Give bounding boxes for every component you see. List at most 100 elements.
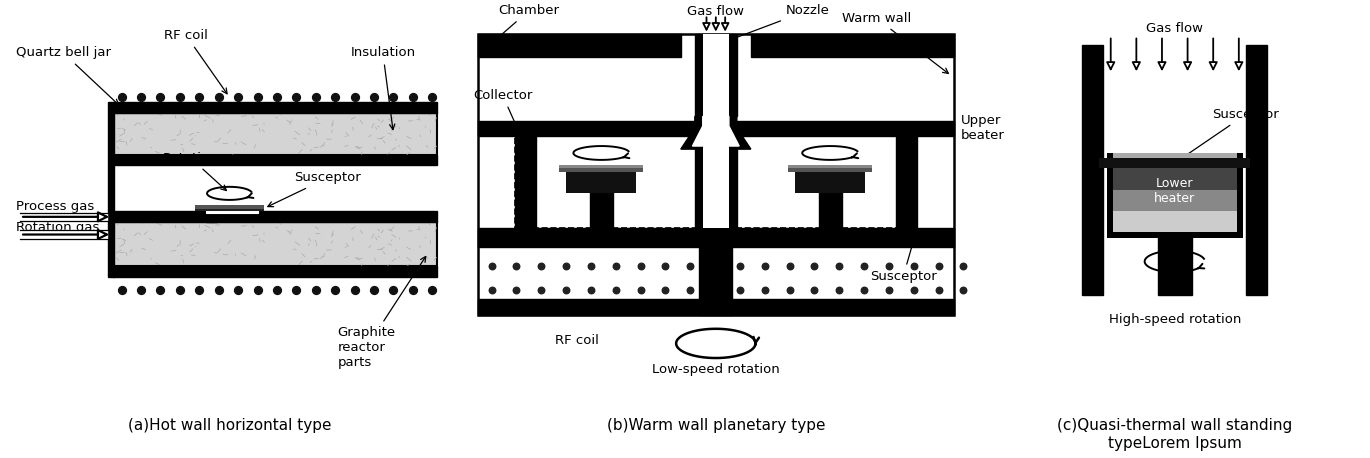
Point	[803, 286, 825, 293]
Point	[655, 286, 677, 293]
Point	[422, 286, 444, 293]
Text: Rotation: Rotation	[574, 126, 629, 140]
Bar	[112, 102, 437, 113]
Point	[285, 93, 307, 101]
Point	[555, 286, 577, 293]
Point	[111, 93, 133, 101]
Text: Susceptor: Susceptor	[1178, 108, 1280, 161]
Point	[530, 286, 552, 293]
Point	[401, 93, 423, 101]
Bar	[1082, 45, 1103, 295]
Bar	[589, 190, 614, 228]
Point	[382, 286, 404, 293]
Point	[481, 286, 503, 293]
Point	[952, 286, 974, 293]
Bar	[206, 206, 216, 222]
Point	[169, 93, 190, 101]
Point	[778, 263, 800, 270]
Text: Process gas: Process gas	[16, 200, 95, 213]
Bar	[1107, 153, 1243, 238]
Bar	[108, 102, 114, 277]
Bar	[112, 267, 437, 277]
Text: Graphite
reactor
parts: Graphite reactor parts	[337, 256, 426, 369]
Text: Warm wall: Warm wall	[843, 12, 948, 73]
Point	[778, 286, 800, 293]
Text: Lower
heater: Lower heater	[1154, 177, 1196, 206]
Bar	[478, 228, 954, 247]
Text: RF coil: RF coil	[164, 29, 227, 94]
Bar	[112, 222, 437, 267]
Text: Low-speed rotation: Low-speed rotation	[652, 363, 780, 376]
Point	[149, 93, 171, 101]
Bar	[112, 212, 437, 222]
Point	[630, 286, 652, 293]
Point	[247, 93, 269, 101]
Text: Quartz bell jar: Quartz bell jar	[16, 46, 119, 105]
Text: Rotation: Rotation	[804, 126, 860, 140]
Point	[803, 263, 825, 270]
Point	[704, 286, 726, 293]
Point	[604, 286, 626, 293]
Point	[266, 286, 288, 293]
Point	[130, 93, 152, 101]
Bar	[1158, 236, 1192, 295]
Point	[506, 263, 527, 270]
Point	[188, 93, 210, 101]
Point	[363, 286, 385, 293]
Point	[655, 263, 677, 270]
Point	[227, 93, 249, 101]
Point	[111, 286, 133, 293]
Bar	[515, 130, 536, 228]
Point	[530, 263, 552, 270]
Point	[580, 263, 601, 270]
Point	[363, 93, 385, 101]
Text: Gas flow: Gas flow	[688, 5, 744, 18]
Point	[285, 286, 307, 293]
Text: Nozzle: Nozzle	[719, 4, 830, 44]
Point	[854, 286, 875, 293]
Bar	[896, 130, 917, 228]
Point	[604, 263, 626, 270]
Bar	[1099, 158, 1249, 169]
Text: Insulation: Insulation	[351, 46, 415, 130]
Bar	[515, 130, 917, 228]
Point	[149, 286, 171, 293]
Bar	[206, 206, 258, 213]
Point	[304, 286, 327, 293]
Point	[580, 286, 601, 293]
Bar	[195, 205, 264, 212]
Point	[754, 286, 775, 293]
Text: Rotation: Rotation	[163, 152, 226, 191]
Bar	[795, 169, 866, 193]
Point	[829, 263, 851, 270]
Point	[130, 286, 152, 293]
Point	[952, 263, 974, 270]
Point	[481, 263, 503, 270]
Point	[854, 263, 875, 270]
Bar	[751, 34, 954, 57]
Point	[401, 286, 423, 293]
Bar	[703, 34, 729, 116]
Bar	[1112, 169, 1237, 190]
Text: Susceptor: Susceptor	[870, 234, 937, 283]
Point	[325, 286, 347, 293]
Point	[729, 263, 751, 270]
Point	[927, 286, 949, 293]
Polygon shape	[681, 116, 751, 149]
Point	[878, 286, 900, 293]
Bar	[703, 136, 729, 228]
Point	[208, 93, 230, 101]
Polygon shape	[692, 116, 740, 146]
Point	[304, 93, 327, 101]
Point	[266, 93, 288, 101]
Point	[325, 93, 347, 101]
Point	[704, 263, 726, 270]
Text: Susceptor: Susceptor	[267, 171, 360, 207]
Text: Upper
beater: Upper beater	[960, 114, 1006, 142]
Point	[903, 286, 925, 293]
Bar	[559, 165, 644, 169]
Bar	[559, 165, 644, 172]
Text: Collector: Collector	[473, 89, 533, 145]
Text: (c)Quasi-thermal wall standing
typeLorem Ipsum: (c)Quasi-thermal wall standing typeLorem…	[1058, 419, 1292, 451]
Bar	[788, 165, 873, 169]
